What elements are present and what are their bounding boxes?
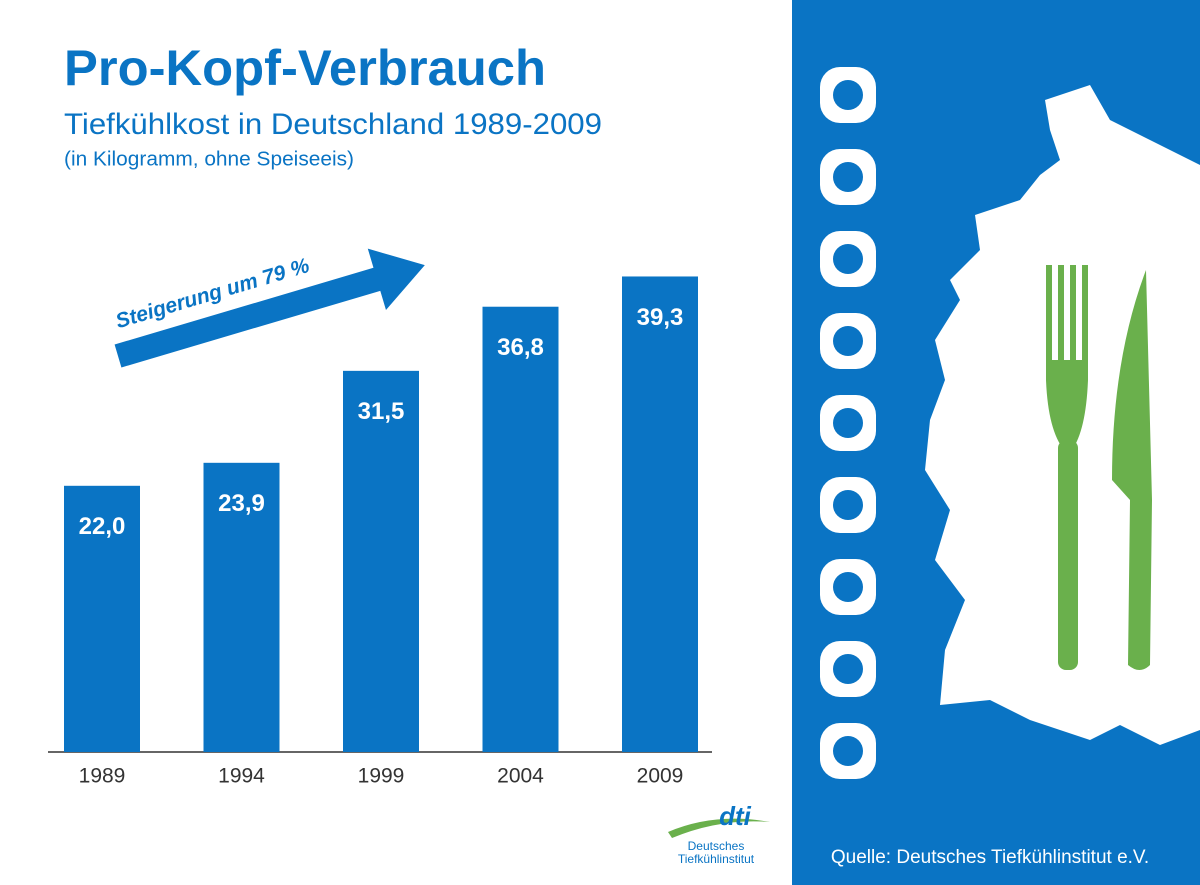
icon-glyph [833,162,863,192]
chart-subtitle: Tiefkühlkost in Deutschland 1989-2009 [64,108,602,141]
icon-glyph [833,244,863,274]
icon-glyph [833,408,863,438]
bar [482,306,559,752]
icon-glyph [833,654,863,684]
bar [64,485,140,752]
bar [203,462,280,752]
fork-handle [1058,440,1078,670]
source: Quelle: Deutsches Tiefkühlinstitut e.V. [831,847,1149,868]
chart-note: (in Kilogramm, ohne Speiseeis) [64,148,354,170]
icon-glyph [833,80,863,110]
bar [622,276,698,752]
x-tick-label: 2004 [497,765,544,788]
x-tick-label: 1999 [358,765,405,788]
value-label: 22,0 [79,513,126,540]
logo-swoosh [668,818,770,838]
knife [1112,270,1152,670]
icon-glyph [833,490,863,520]
x-tick-label: 2009 [637,765,684,788]
icon-glyph [833,572,863,602]
logo: dti Deutsches Tiefkühlinstitut [668,801,770,866]
logo-line1: Deutsches [688,839,745,853]
value-label: 39,3 [637,304,684,331]
food-icons [820,67,876,779]
chart-title: Pro-Kopf-Verbrauch [64,40,546,96]
cutlery [1046,265,1152,670]
value-label: 31,5 [358,398,405,425]
icon-glyph [833,326,863,356]
x-tick-label: 1994 [218,765,265,788]
logo-mark: dti [719,801,752,831]
value-label: 23,9 [218,490,265,517]
x-tick-label: 1989 [79,765,126,788]
icon-glyph [833,736,863,766]
value-label: 36,8 [497,334,544,361]
fork-head [1046,265,1088,450]
logo-line2: Tiefkühlinstitut [678,852,755,866]
arrow-shape [114,248,425,368]
bar [343,370,419,752]
